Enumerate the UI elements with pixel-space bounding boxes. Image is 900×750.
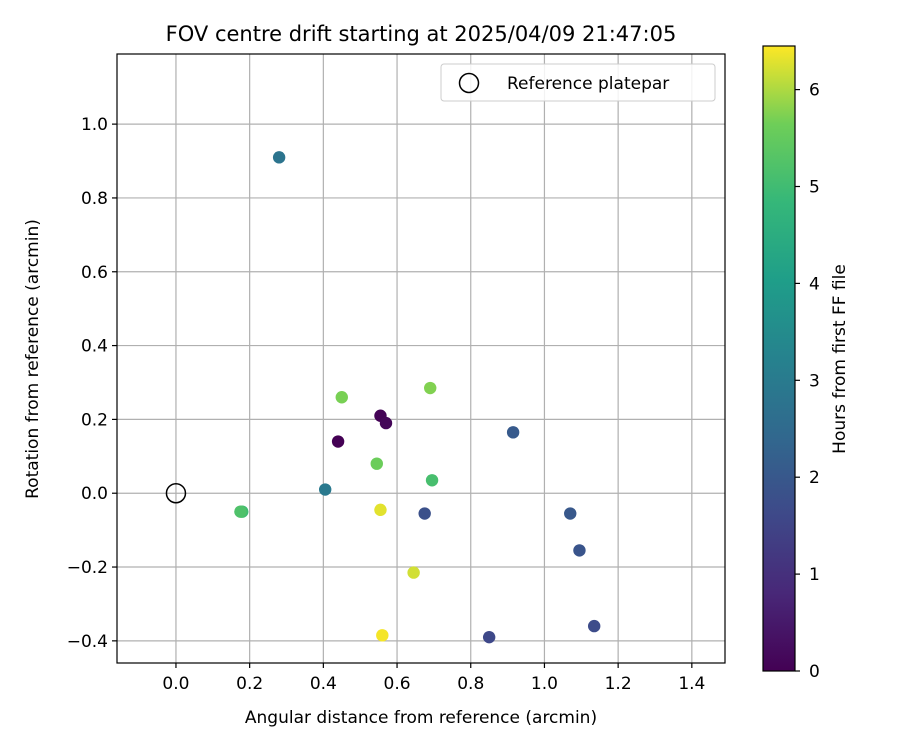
data-point [376,629,389,642]
x-tick-label: 0.0 [162,674,189,694]
x-axis-ticks: 0.0 0.2 0.4 0.6 0.8 1.0 1.2 1.4 [162,663,705,694]
data-point [318,483,332,496]
data-point [370,457,383,470]
colorbar-tick-label: 4 [809,274,820,294]
x-tick-label: 0.4 [310,674,337,694]
data-point [424,381,437,395]
colorbar-gradient [762,45,796,672]
data-point [587,619,601,633]
data-point [272,151,286,164]
y-tick-label: −0.2 [67,558,108,578]
colorbar-tick-label: 2 [809,468,820,488]
reference-platepar-marker [165,482,187,504]
colorbar: 0 1 2 3 4 5 6 Hours from first FF file [762,45,850,682]
data-point [482,630,496,644]
data-points [234,151,601,644]
x-tick-label: 0.2 [236,674,263,694]
plot-area: 0.0 0.2 0.4 0.6 0.8 1.0 1.2 1.4 −0.4−0.20.00.20… [67,53,726,694]
grid [117,54,725,663]
data-point [425,474,439,487]
legend: Reference platepar [440,63,716,102]
chart-title: FOV centre drift starting at 2025/04/09 … [166,22,677,46]
data-point [407,566,420,579]
colorbar-tick-label: 6 [809,81,820,101]
y-tick-label: 0.2 [81,410,108,430]
plot-frame [116,53,726,664]
x-tick-label: 0.8 [457,674,484,694]
data-point [564,507,577,520]
data-point [573,544,586,557]
x-tick-label: 1.0 [531,674,558,694]
colorbar-tick-label: 3 [809,371,820,391]
data-point [374,503,387,517]
y-tick-label: 0.4 [81,337,108,357]
colorbar-ticks: 0 1 2 3 4 5 6 [795,81,820,682]
data-point [335,391,348,404]
x-tick-label: 1.2 [605,674,632,694]
data-point [234,505,247,518]
y-tick-label: 1.0 [81,115,108,135]
legend-reference-marker [458,72,480,94]
x-tick-label: 0.6 [384,674,411,694]
y-tick-label: 0.6 [81,263,108,283]
y-axis-ticks: −0.4 −0.2 0.0 0.2 0.4 0.6 0.8 1.0 [67,115,117,652]
y-axis-label: Rotation from reference (arcmin) [23,219,43,499]
x-axis-label: Angular distance from reference (arcmin) [245,708,597,728]
legend-box [440,63,716,102]
y-tick-label: 0.0 [81,484,108,504]
data-point [379,416,393,430]
y-tick-label: 0.8 [81,189,108,209]
data-point [506,426,520,439]
colorbar-tick-label: 1 [809,565,820,585]
colorbar-tick-label: 0 [809,662,820,682]
y-tick-label: −0.4 [67,632,108,652]
reference-layer [165,482,187,504]
data-point [331,435,345,448]
data-point [418,507,431,520]
legend-entry-reference-platepar: Reference platepar [507,74,669,94]
colorbar-label: Hours from first FF file [830,264,850,454]
x-tick-label: 1.4 [678,674,705,694]
colorbar-tick-label: 5 [809,178,820,198]
